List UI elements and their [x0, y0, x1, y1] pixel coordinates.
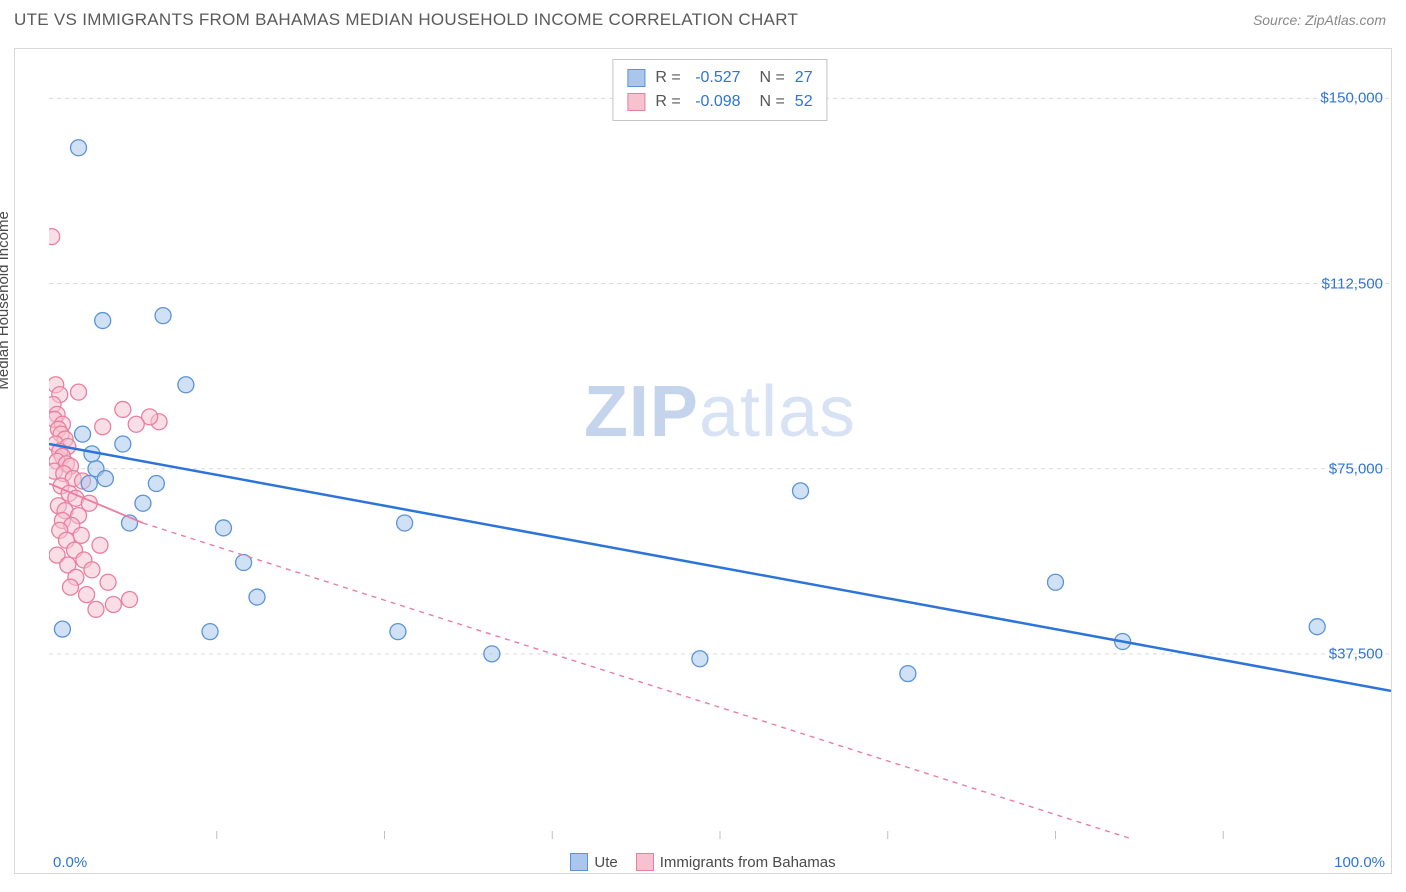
- swatch-legend-1: [570, 853, 588, 871]
- swatch-series-2: [627, 93, 645, 111]
- correlation-legend: R = -0.527 N = 27 R = -0.098 N = 52: [612, 59, 827, 121]
- legend-label-1: Ute: [594, 854, 617, 871]
- y-tick-label: $150,000: [1320, 90, 1383, 107]
- y-axis-label: Median Household Income: [0, 211, 12, 389]
- y-tick-label: $112,500: [1322, 275, 1383, 292]
- correlation-row-2: R = -0.098 N = 52: [627, 90, 812, 114]
- legend-label-2: Immigrants from Bahamas: [660, 854, 836, 871]
- swatch-legend-2: [636, 853, 654, 871]
- n-value-2: 52: [795, 90, 813, 114]
- legend-item-1: Ute: [570, 853, 617, 871]
- series-legend: Ute Immigrants from Bahamas: [15, 853, 1391, 871]
- chart-source: Source: ZipAtlas.com: [1253, 12, 1386, 28]
- n-value-1: 27: [795, 66, 813, 90]
- swatch-series-1: [627, 69, 645, 87]
- chart-header: UTE VS IMMIGRANTS FROM BAHAMAS MEDIAN HO…: [0, 0, 1406, 36]
- chart-container: ZIPatlas $37,500$75,000$112,500$150,000 …: [14, 48, 1392, 874]
- y-tick-label: $37,500: [1329, 645, 1383, 662]
- correlation-row-1: R = -0.527 N = 27: [627, 66, 812, 90]
- r-value-2: -0.098: [695, 90, 740, 114]
- plot-svg: [49, 49, 1391, 839]
- r-value-1: -0.527: [695, 66, 740, 90]
- chart-title: UTE VS IMMIGRANTS FROM BAHAMAS MEDIAN HO…: [14, 10, 798, 30]
- legend-item-2: Immigrants from Bahamas: [636, 853, 836, 871]
- plot-area: ZIPatlas $37,500$75,000$112,500$150,000 …: [49, 49, 1391, 839]
- y-tick-label: $75,000: [1329, 460, 1383, 477]
